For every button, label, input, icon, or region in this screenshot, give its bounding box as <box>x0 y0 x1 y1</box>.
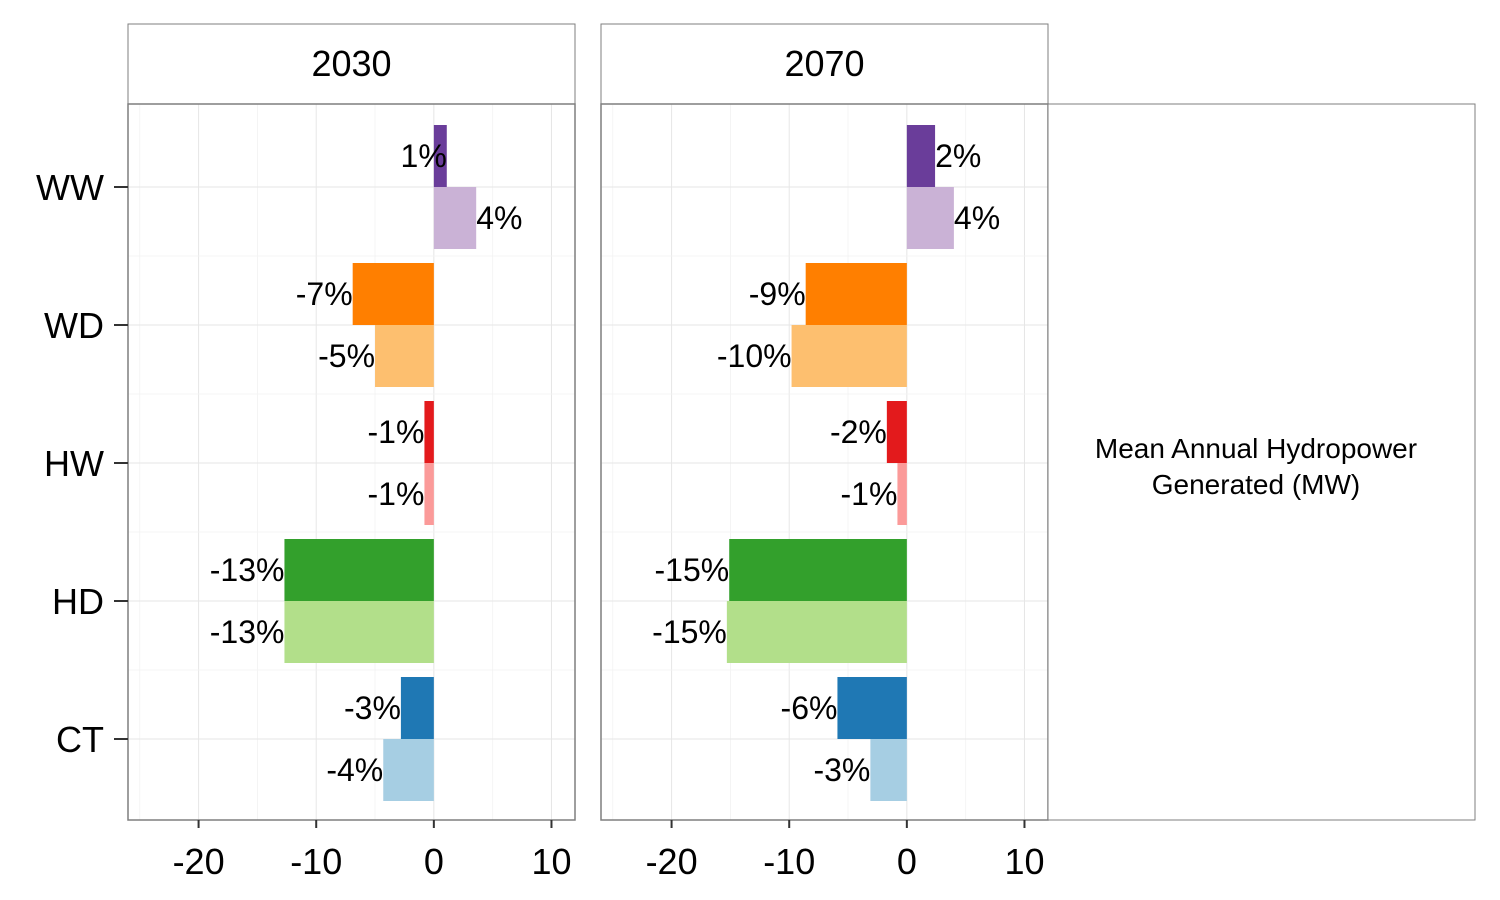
bar-label: -15% <box>652 614 727 650</box>
x-tick-label: -20 <box>646 841 698 882</box>
side-label-line: Mean Annual Hydropower <box>1095 433 1417 464</box>
y-tick-label: HW <box>44 443 104 484</box>
bar-wd-2 <box>375 325 434 387</box>
y-tick-label: HD <box>52 581 104 622</box>
x-tick-label: 10 <box>531 841 571 882</box>
bar-label: 1% <box>401 138 447 174</box>
bar-hd-1 <box>284 539 434 601</box>
x-tick-label: -10 <box>290 841 342 882</box>
bar-ct-2 <box>383 739 434 801</box>
facet-strip <box>127 23 576 105</box>
bar-label: 4% <box>476 200 522 236</box>
bar-label: -15% <box>655 552 730 588</box>
bar-ct-1 <box>837 677 907 739</box>
bar-label: -9% <box>749 276 806 312</box>
bar-ww-2 <box>433 187 477 249</box>
x-tick-label: -10 <box>763 841 815 882</box>
bar-label: -5% <box>318 338 375 374</box>
panel-2030: 2030 1% 4% -7% -5% -1% -1% -13% -13% -3% -4% -20 -10… <box>127 23 576 882</box>
bar-label: -2% <box>830 414 887 450</box>
bar-label: -13% <box>210 552 285 588</box>
bar-label: -7% <box>296 276 353 312</box>
bar-label: -13% <box>210 614 285 650</box>
side-label-line: Generated (MW) <box>1152 469 1361 500</box>
bar-hw-2 <box>897 463 907 525</box>
bar-label: -3% <box>813 752 870 788</box>
bar-ww-1 <box>906 125 936 187</box>
panel-2070: 2070 2% 4% -9% -10% -2% -1% -15% -15% -6% -3% -20 -1… <box>600 23 1049 882</box>
bar-hw-1 <box>424 401 434 463</box>
x-tick-label: -20 <box>173 841 225 882</box>
bar-hd-1 <box>729 539 907 601</box>
bar-label: -10% <box>717 338 792 374</box>
y-tick-label: CT <box>56 719 104 760</box>
bar-label: 2% <box>935 138 981 174</box>
bar-label: -1% <box>368 476 425 512</box>
bar-label: -1% <box>841 476 898 512</box>
bar-ww-2 <box>906 187 954 249</box>
bar-wd-1 <box>352 263 434 325</box>
facet-strip-label: 2030 <box>311 43 391 84</box>
y-tick-label: WD <box>44 305 104 346</box>
side-label-box <box>1047 103 1476 821</box>
bar-label: -1% <box>368 414 425 450</box>
bar-label: -3% <box>344 690 401 726</box>
bar-wd-2 <box>791 325 907 387</box>
bar-hd-2 <box>726 601 907 663</box>
facet-strip <box>600 23 1049 105</box>
bar-wd-1 <box>805 263 907 325</box>
bar-hw-1 <box>886 401 907 463</box>
bar-ct-2 <box>870 739 907 801</box>
bar-hw-2 <box>424 463 434 525</box>
x-tick-label: 10 <box>1004 841 1044 882</box>
x-tick-label: 0 <box>897 841 917 882</box>
bar-label: -6% <box>781 690 838 726</box>
bar-label: 4% <box>954 200 1000 236</box>
facet-strip-label: 2070 <box>784 43 864 84</box>
bar-hd-2 <box>284 601 434 663</box>
x-tick-label: 0 <box>424 841 444 882</box>
bar-ww-1 <box>433 125 447 187</box>
bar-label: -4% <box>326 752 383 788</box>
y-tick-label: WW <box>36 167 104 208</box>
bar-ct-1 <box>400 677 434 739</box>
